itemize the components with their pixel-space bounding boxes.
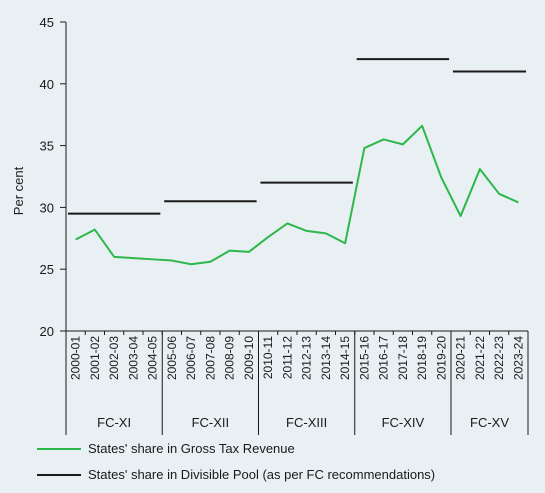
- fc-period-labels: FC-XI FC-XII FC-XIII FC-XIV FC-XV: [97, 331, 529, 435]
- x-tick-label: 2012-13: [300, 336, 314, 380]
- x-tick-label: 2006-07: [184, 336, 198, 380]
- x-tick-label: 2004-05: [146, 336, 160, 380]
- y-tick-label: 45: [40, 15, 54, 30]
- x-tick-label: 2022-23: [492, 336, 506, 380]
- x-tick-label: 2016-17: [377, 336, 391, 380]
- legend-label-gross-tax: States' share in Gross Tax Revenue: [88, 441, 295, 456]
- x-tick-label: 2015-16: [357, 336, 371, 380]
- fc-period-label: FC-XIII: [286, 415, 327, 430]
- fc-period-label: FC-XI: [97, 415, 131, 430]
- fc-period-label: FC-XII: [192, 415, 230, 430]
- x-tick-label: 2007-08: [203, 336, 217, 380]
- gross-tax-line: [75, 124, 519, 266]
- y-ticks: 20 25 30 35 40 45: [40, 15, 66, 339]
- x-tick-label: 2017-18: [396, 336, 410, 380]
- x-tick-label: 2009-10: [242, 336, 256, 380]
- x-tick-label: 2001-02: [88, 336, 102, 380]
- x-tick-label: 2002-03: [107, 336, 121, 380]
- divisible-pool-lines: [67, 58, 527, 215]
- x-tick-label: 2008-09: [223, 336, 237, 380]
- gross-tax-series: [75, 124, 519, 266]
- x-tick-label: 2005-06: [165, 336, 179, 380]
- y-tick-label: 40: [40, 77, 54, 92]
- x-tick-label: 2011-12: [280, 336, 294, 379]
- x-tick-label: 2018-19: [415, 336, 429, 380]
- x-tick-label: 2010-11: [261, 336, 275, 379]
- y-axis-label: Per cent: [11, 166, 26, 215]
- fc-period-label: FC-XIV: [382, 415, 425, 430]
- x-tick-label: 2023-24: [511, 336, 525, 380]
- x-tick-label: 2014-15: [338, 336, 352, 380]
- y-tick-label: 20: [40, 324, 54, 339]
- y-tick-label: 25: [40, 262, 54, 277]
- y-tick-label: 35: [40, 139, 54, 154]
- x-tick-label: 2021-22: [473, 336, 487, 380]
- x-tick-label: 2013-14: [319, 336, 333, 380]
- y-tick-label: 30: [40, 200, 54, 215]
- x-tick-label: 2019-20: [434, 336, 448, 380]
- x-ticks: 2000-01 2001-02 2002-03 2003-04 2004-05 2005-…: [65, 331, 529, 380]
- legend-label-divisible-pool: States' share in Divisible Pool (as per …: [88, 467, 435, 482]
- x-tick-label: 2003-04: [126, 336, 140, 380]
- fc-period-label: FC-XV: [470, 415, 509, 430]
- x-tick-label: 2000-01: [69, 336, 83, 380]
- x-tick-label: 2020-21: [454, 336, 468, 380]
- legend: States' share in Gross Tax Revenue State…: [37, 441, 435, 482]
